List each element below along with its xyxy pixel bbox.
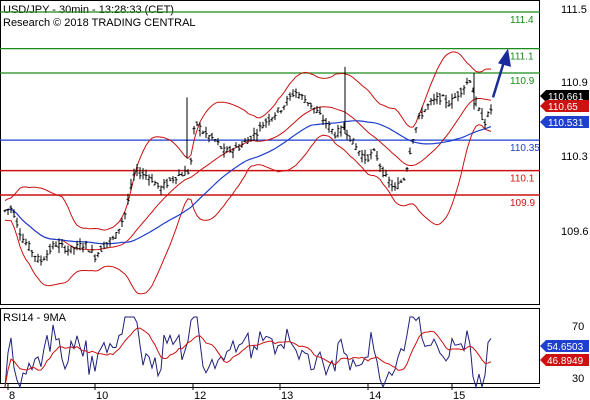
bollinger-upper [4, 51, 492, 231]
price-tag-box [540, 90, 589, 102]
price-tick-label: 110.3 [561, 151, 588, 163]
candles-group [3, 66, 493, 266]
level-label: 111.1 [510, 52, 534, 63]
price-tick-label: 111.5 [561, 4, 587, 16]
level-label: 111.4 [510, 15, 534, 26]
rsi-tick-label: 30 [572, 373, 584, 385]
x-tick-label: 12 [194, 390, 206, 400]
arrow-head [498, 48, 511, 67]
price-tag-label: 110.661 [548, 92, 584, 103]
rsi-title: RSI14 - 9MA [3, 312, 67, 324]
rsi-tags-group: 54.6503 46.8949 [540, 340, 589, 367]
price-tag-box [540, 116, 589, 128]
rsi-tag-label: 46.8949 [547, 356, 584, 367]
level-label: 110.1 [510, 174, 535, 185]
rsi-tick-label: 70 [572, 321, 584, 333]
price-panel-frame [0, 0, 540, 305]
x-tick-label: 8 [9, 390, 15, 400]
rsi-tag-box [540, 340, 589, 352]
level-label: 109.9 [510, 198, 535, 209]
level-label: 110.9 [510, 76, 535, 87]
x-tick-label: 13 [281, 390, 293, 400]
chart-title-line1: USD/JPY - 30min - 13:28:33 (CET) [3, 4, 174, 16]
price-tag-label: 110.65 [548, 102, 578, 113]
price-tag-box [540, 100, 589, 112]
arrow-shaft [491, 57, 507, 98]
x-tick-label: 14 [369, 390, 381, 400]
projection-arrow [491, 48, 511, 98]
x-tick-label: 15 [453, 390, 465, 400]
rsi-ma-line [4, 327, 492, 388]
rsi-group [4, 315, 492, 389]
level-label: 110.35 [510, 143, 540, 154]
bollinger-lower [4, 124, 492, 295]
rsi-tag-box [540, 354, 589, 366]
price-tick-label: 109.6 [561, 226, 589, 238]
levels-group: 111.4 111.1 110.9 110.35 110.1 109.9 [0, 11, 540, 209]
rsi-panel-frame [0, 308, 540, 384]
x-tick-label: 10 [96, 390, 108, 400]
rsi-tag-label: 54.6503 [547, 342, 584, 353]
price-tick-label: 110.9 [561, 77, 588, 89]
rsi-line [4, 315, 492, 389]
x-axis-ticks: 8 10 12 13 14 15 [7, 384, 465, 400]
price-tag-label: 110.531 [548, 118, 584, 129]
chart-title-line2: Research © 2018 TRADING CENTRAL [3, 17, 196, 29]
